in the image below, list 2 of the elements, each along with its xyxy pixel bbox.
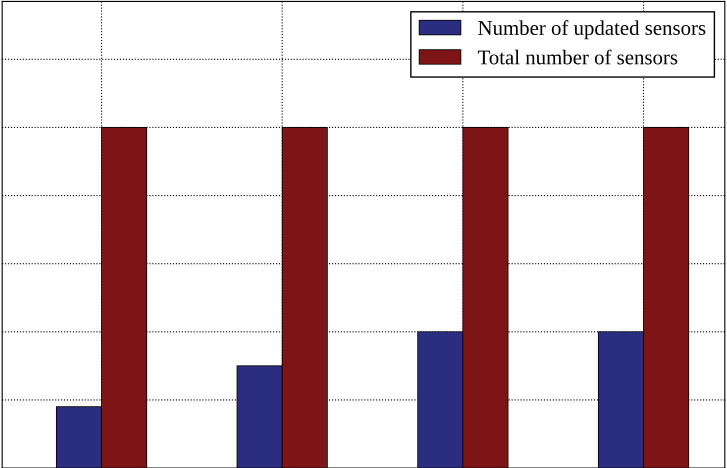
legend-label: Total number of sensors [478, 50, 678, 64]
legend-label: Number of updated sensors [478, 20, 706, 40]
